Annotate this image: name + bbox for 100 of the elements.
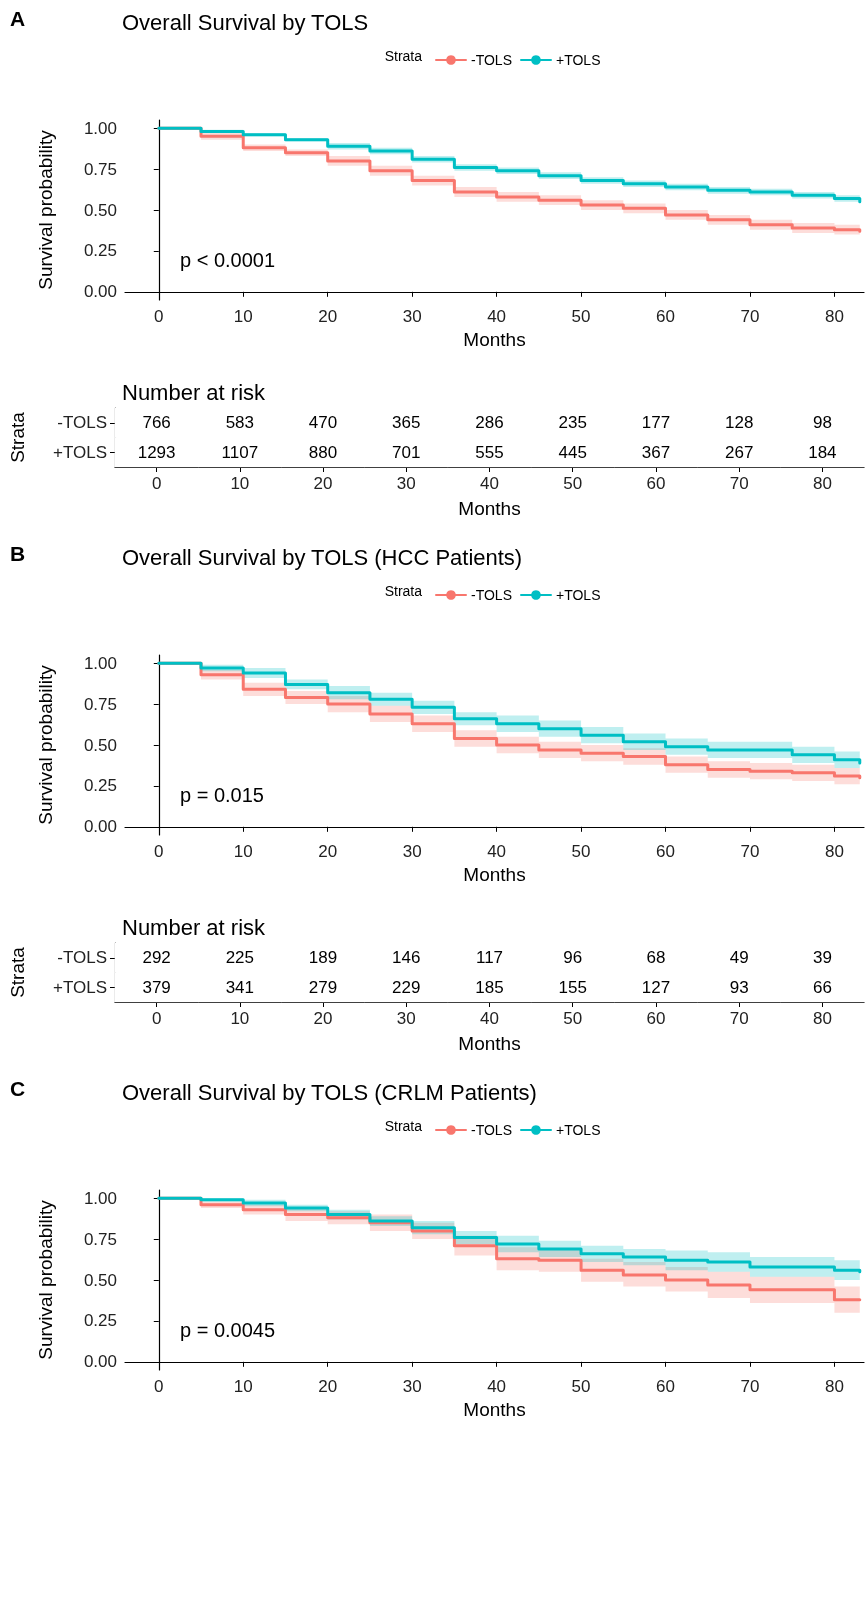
x-tick-label: 0: [151, 474, 162, 493]
data-label: 279: [308, 977, 338, 997]
data-label: 184: [808, 442, 837, 462]
y-tick-label: 1.00: [83, 653, 117, 673]
x-tick-label: 70: [740, 1377, 760, 1396]
data-label: 155: [558, 977, 587, 997]
y-tick-label: 0.00: [83, 1352, 117, 1372]
y-axis-title: Survival probability: [35, 129, 56, 290]
y-tick-label: +TOLS: [52, 977, 107, 997]
x-axis-title: Months: [458, 498, 521, 519]
data-label: 117: [475, 948, 504, 968]
x-tick-label: 40: [487, 1377, 507, 1396]
x-tick-label: 20: [318, 307, 338, 326]
data-label: 880: [308, 442, 338, 462]
y-tick-label: 1.00: [83, 1188, 117, 1208]
data-label: 189: [308, 948, 338, 968]
data-label: 39: [812, 948, 832, 968]
data-label: 68: [646, 948, 666, 968]
x-tick-label: 30: [402, 842, 422, 861]
data-label: 146: [392, 948, 421, 968]
data-label: 555: [475, 442, 504, 462]
x-tick-label: 80: [812, 1009, 832, 1028]
data-label: 1293: [137, 442, 176, 462]
y-tick-label: 0.50: [83, 1270, 117, 1290]
y-tick-label: 0.00: [83, 282, 117, 302]
x-tick-label: 50: [571, 1377, 591, 1396]
y-tick-label: 0.25: [83, 1311, 117, 1331]
x-tick-label: 60: [646, 474, 666, 493]
y-tick-label: 0.75: [83, 1229, 117, 1249]
y-axis-title: Survival probability: [35, 664, 56, 825]
x-tick-label: 20: [318, 1377, 338, 1396]
x-tick-label: 60: [656, 1377, 675, 1396]
y-tick-label: -TOLS: [57, 948, 107, 968]
data-label: 470: [308, 413, 338, 433]
data-label: 229: [392, 977, 421, 997]
legend-title: Strata: [384, 1118, 423, 1134]
legend-label: -TOLS: [471, 1122, 512, 1138]
y-axis-title: Survival probability: [35, 1199, 56, 1360]
legend-label: -TOLS: [471, 587, 512, 603]
x-tick-label: 30: [402, 307, 422, 326]
x-tick-label: 20: [318, 842, 338, 861]
y-tick-label: 0.75: [83, 694, 117, 714]
x-tick-label: 80: [824, 1377, 844, 1396]
legend-title: Strata: [384, 583, 423, 599]
data-label: 1107: [221, 442, 259, 462]
x-tick-label: 50: [563, 1009, 583, 1028]
x-tick-label: 70: [740, 842, 760, 861]
chart-title: Overall Survival by TOLS (HCC Patients): [122, 544, 523, 570]
annotation: p = 0.0045: [180, 1319, 276, 1341]
x-tick-label: 60: [656, 307, 675, 326]
legend-label: +TOLS: [555, 52, 601, 68]
x-tick-label: 50: [571, 307, 591, 326]
legend-label: +TOLS: [555, 1122, 601, 1138]
data-label: 367: [641, 442, 671, 462]
chart-title: Number at risk: [122, 379, 267, 405]
x-tick-label: 60: [646, 1009, 666, 1028]
x-tick-label: 40: [487, 307, 507, 326]
data-label: 49: [729, 948, 749, 968]
x-tick-label: 30: [396, 1009, 416, 1028]
y-tick-label: 0.75: [83, 159, 117, 179]
chart-title: Overall Survival by TOLS: [122, 9, 369, 35]
y-axis-title: Strata: [7, 946, 28, 998]
x-tick-label: 10: [233, 842, 253, 861]
data-label: 93: [729, 977, 749, 997]
x-axis-title: Months: [463, 864, 526, 885]
y-tick-label: 0.25: [83, 241, 117, 261]
x-tick-label: 0: [154, 1377, 164, 1396]
data-label: 341: [225, 977, 255, 997]
x-tick-label: 70: [740, 307, 760, 326]
annotation: p < 0.0001: [180, 249, 276, 271]
data-label: 185: [475, 977, 504, 997]
y-tick-label: 1.00: [83, 118, 117, 138]
x-tick-label: 50: [571, 842, 591, 861]
data-label: 127: [641, 977, 671, 997]
data-label: 96: [563, 948, 583, 968]
x-tick-label: 20: [313, 474, 333, 493]
text: B: [10, 542, 26, 565]
x-tick-label: 80: [824, 307, 844, 326]
y-tick-label: 0.50: [83, 735, 117, 755]
x-axis-title: Months: [463, 329, 526, 350]
legend-label: -TOLS: [471, 52, 512, 68]
data-label: 379: [142, 977, 171, 997]
data-label: 766: [142, 413, 171, 433]
chart-title: Number at risk: [122, 914, 267, 940]
x-tick-label: 10: [230, 474, 250, 493]
data-label: 286: [475, 413, 504, 433]
x-tick-label: 10: [233, 307, 253, 326]
x-tick-label: 70: [729, 474, 749, 493]
legend-label: +TOLS: [555, 587, 601, 603]
data-label: 98: [812, 413, 832, 433]
x-axis-title: Months: [458, 1033, 521, 1054]
x-tick-label: 60: [656, 842, 675, 861]
data-label: 177: [641, 413, 671, 433]
x-tick-label: 0: [154, 307, 164, 326]
x-tick-label: 80: [812, 474, 832, 493]
y-tick-label: -TOLS: [57, 413, 107, 433]
data-label: 225: [225, 948, 255, 968]
data-label: 365: [392, 413, 421, 433]
x-axis-title: Months: [463, 1399, 526, 1420]
data-label: 292: [142, 948, 171, 968]
